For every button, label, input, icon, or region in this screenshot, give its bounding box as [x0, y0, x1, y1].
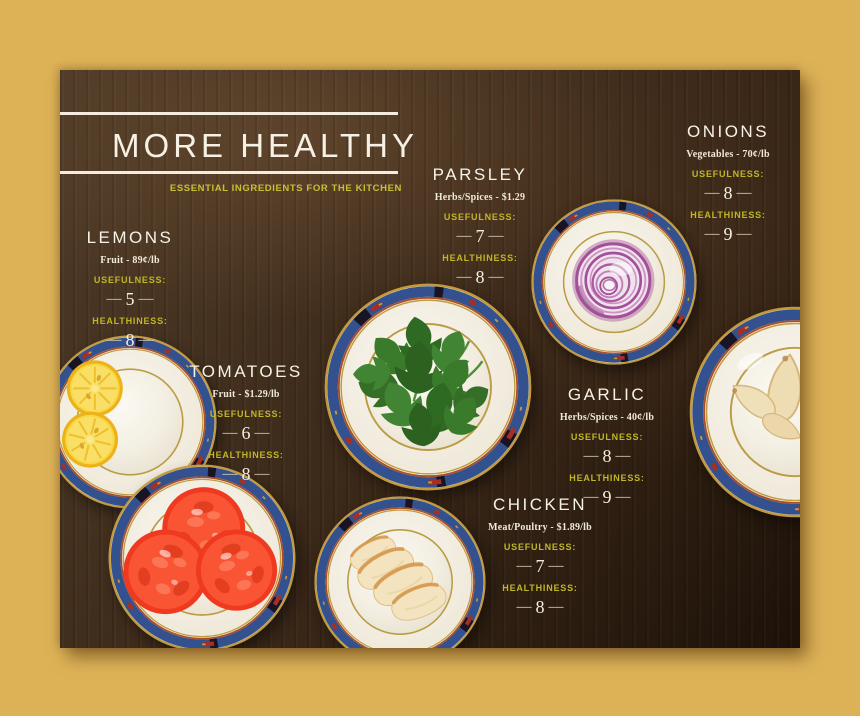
parsley-plate — [323, 282, 533, 492]
garlic-cloves-image — [725, 351, 800, 447]
healthiness-value: —8— — [456, 267, 504, 287]
page-title: MORE HEALTHY — [112, 127, 418, 164]
healthiness-value: —9— — [583, 487, 631, 507]
ingredient-name: CHICKEN — [492, 495, 588, 514]
ingredient-category-price: Fruit - $1.29/lb — [212, 389, 280, 400]
healthiness-label: HEALTHINESS: — [92, 316, 168, 326]
healthiness-label: HEALTHINESS: — [690, 210, 766, 220]
healthiness-label: HEALTHINESS: — [502, 583, 578, 593]
usefulness-label: USEFULNESS: — [691, 169, 765, 179]
onions-plate — [530, 198, 698, 366]
ingredient-card-lemons: LEMONS Fruit - 89¢/lb USEFULNESS: —5— HE… — [87, 228, 174, 357]
healthiness-value: —9— — [704, 224, 752, 244]
usefulness-label: USEFULNESS: — [93, 275, 167, 285]
ingredient-card-tomatoes: TOMATOES Fruit - $1.29/lb USEFULNESS: —6… — [189, 362, 303, 491]
ingredient-name: TOMATOES — [189, 362, 303, 381]
parsley-bunch-image — [352, 312, 498, 448]
onion-slice-image — [572, 239, 655, 322]
ingredient-card-parsley: PARSLEY Herbs/Spices - $1.29 USEFULNESS:… — [433, 165, 528, 294]
ingredient-name: LEMONS — [86, 228, 174, 247]
page-subtitle: ESSENTIAL INGREDIENTS FOR THE KITCHEN — [169, 183, 402, 194]
chicken-plate — [313, 495, 487, 648]
healthiness-value: —8— — [222, 464, 270, 484]
title-rule-top — [60, 112, 398, 115]
usefulness-label: USEFULNESS: — [570, 432, 644, 442]
usefulness-value: —8— — [704, 183, 752, 203]
ingredient-category-price: Meat/Poultry - $1.89/lb — [488, 522, 592, 533]
healthiness-label: HEALTHINESS: — [442, 253, 518, 263]
ingredient-card-chicken: CHICKEN Meat/Poultry - $1.89/lb USEFULNE… — [488, 495, 592, 624]
ingredient-name: PARSLEY — [432, 165, 528, 184]
healthiness-value: —8— — [516, 597, 564, 617]
healthiness-label: HEALTHINESS: — [208, 450, 284, 460]
ingredient-name: GARLIC — [567, 385, 647, 404]
ingredient-name: ONIONS — [686, 122, 770, 141]
healthiness-label: HEALTHINESS: — [569, 473, 645, 483]
wood-board-panel: MORE HEALTHY ESSENTIAL INGREDIENTS FOR T… — [60, 70, 800, 648]
usefulness-value: —5— — [106, 289, 154, 309]
usefulness-value: —8— — [583, 446, 631, 466]
healthiness-value: —8— — [106, 330, 154, 350]
ingredient-card-onions: ONIONS Vegetables - 70¢/lb USEFULNESS: —… — [686, 122, 769, 251]
title-rule-bottom — [60, 171, 398, 174]
garlic-plate — [688, 305, 800, 519]
usefulness-value: —7— — [456, 226, 504, 246]
ingredient-card-garlic: GARLIC Herbs/Spices - 40¢/lb USEFULNESS:… — [560, 385, 654, 514]
ingredient-category-price: Fruit - 89¢/lb — [100, 255, 160, 266]
ingredient-category-price: Herbs/Spices - $1.29 — [434, 192, 526, 203]
usefulness-label: USEFULNESS: — [503, 542, 577, 552]
usefulness-label: USEFULNESS: — [209, 409, 283, 419]
usefulness-value: —7— — [516, 556, 564, 576]
ingredient-category-price: Herbs/Spices - 40¢/lb — [559, 412, 655, 423]
usefulness-label: USEFULNESS: — [443, 212, 517, 222]
usefulness-value: —6— — [222, 423, 270, 443]
ingredient-category-price: Vegetables - 70¢/lb — [686, 149, 770, 160]
